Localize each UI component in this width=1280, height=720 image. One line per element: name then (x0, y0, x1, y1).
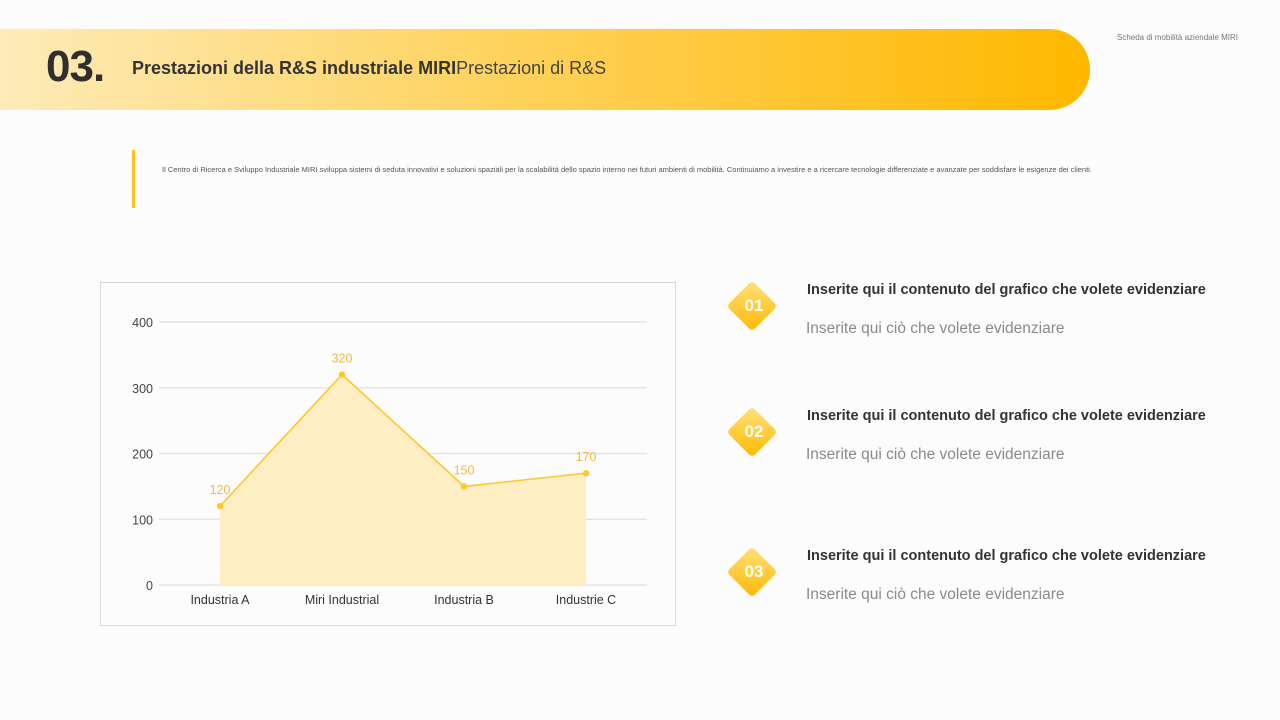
chart-container: 0 100 200 300 400 120 320 150 170 Industria A Miri… (100, 282, 676, 626)
page-title: Prestazioni della R&S industriale MIRIPr… (132, 58, 606, 79)
corner-note: Scheda di mobilità aziendale MIRI (1117, 33, 1238, 42)
quote-accent-bar (132, 150, 135, 208)
highlight-title: Inserite qui il contenuto del grafico ch… (807, 282, 1206, 298)
highlight-subtitle: Inserite qui ciò che volete evidenziare (806, 320, 1065, 337)
x-tick-label: Industria A (190, 593, 250, 607)
data-point (460, 483, 468, 490)
highlight-subtitle: Inserite qui ciò che volete evidenziare (806, 446, 1065, 463)
area-chart: 0 100 200 300 400 120 320 150 170 Industria A Miri… (132, 316, 647, 607)
intro-paragraph: Il Centro di Ricerca e Sviluppo Industri… (162, 165, 1092, 174)
series-area (220, 374, 586, 585)
highlight-number: 03 (744, 562, 764, 581)
highlight-number: 02 (744, 422, 764, 441)
page-title-main: Prestazioni della R&S industriale MIRI (132, 58, 457, 78)
data-label: 150 (454, 463, 475, 477)
data-point (338, 371, 346, 378)
highlight-title: Inserite qui il contenuto del grafico ch… (807, 548, 1206, 564)
y-tick-label: 200 (132, 448, 153, 462)
x-tick-label: Industrie C (556, 593, 616, 607)
x-tick-label: Industria B (434, 593, 494, 607)
data-point (216, 502, 224, 510)
x-tick-label: Miri Industrial (305, 593, 379, 607)
highlight-item-3: 03 Inserite qui il contenuto del grafico… (726, 546, 1228, 608)
data-point (582, 470, 590, 477)
section-number: 03. (46, 42, 105, 91)
header-banner (0, 29, 1090, 110)
y-tick-label: 300 (132, 382, 153, 396)
y-tick-label: 100 (132, 513, 153, 527)
data-label: 120 (210, 483, 231, 497)
highlight-item-2: 02 Inserite qui il contenuto del grafico… (726, 406, 1228, 468)
highlight-title: Inserite qui il contenuto del grafico ch… (807, 408, 1206, 424)
highlight-item-1: 01 Inserite qui il contenuto del grafico… (726, 280, 1228, 342)
highlight-number: 01 (744, 296, 764, 315)
data-label: 320 (332, 352, 353, 366)
y-tick-label: 0 (146, 579, 153, 593)
series-line (219, 373, 587, 507)
y-tick-label: 400 (132, 316, 153, 330)
page-title-sub: Prestazioni di R&S (456, 58, 607, 78)
data-label: 170 (576, 450, 597, 464)
highlight-subtitle: Inserite qui ciò che volete evidenziare (806, 586, 1065, 603)
